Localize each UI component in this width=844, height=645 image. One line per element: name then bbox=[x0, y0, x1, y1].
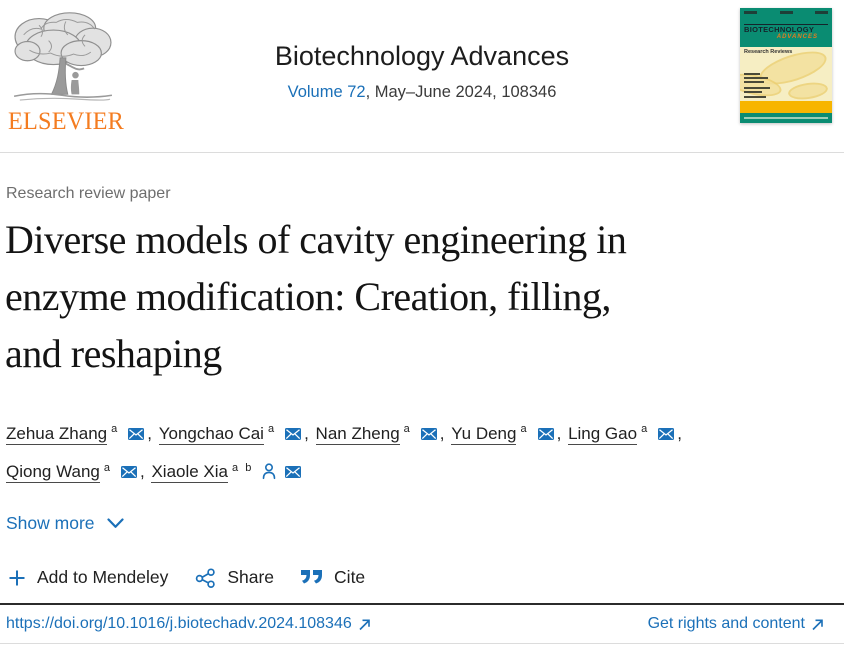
add-to-mendeley-button[interactable]: Add to Mendeley bbox=[8, 567, 168, 588]
volume-link[interactable]: Volume 72 bbox=[287, 82, 366, 101]
author-link[interactable]: Xiaole Xia bbox=[151, 462, 229, 484]
author-qiong-wang: Qiong Wang a bbox=[6, 461, 137, 484]
journal-cover-thumbnail[interactable]: BIOTECHNOLOGY ADVANCES Research Reviews bbox=[740, 8, 832, 123]
email-icon[interactable] bbox=[285, 427, 302, 440]
share-icon bbox=[196, 568, 216, 588]
affiliation-superscript: a bbox=[111, 423, 120, 435]
issue-info: , May–June 2024, 108346 bbox=[365, 82, 557, 101]
share-label: Share bbox=[227, 567, 275, 588]
author-link[interactable]: Nan Zheng bbox=[315, 423, 400, 445]
affiliation-superscript: a bbox=[641, 423, 650, 435]
affiliation-superscript: a bbox=[103, 461, 112, 474]
doi-section-divider bbox=[0, 603, 844, 606]
corresponding-author-icon bbox=[263, 463, 276, 480]
share-button[interactable]: Share bbox=[195, 567, 274, 588]
external-link-icon bbox=[812, 619, 823, 630]
author-separator: , bbox=[439, 423, 450, 443]
article-head: Research review paper Diverse models of … bbox=[0, 185, 844, 588]
cite-label: Cite bbox=[334, 567, 366, 588]
cover-cell-art bbox=[787, 80, 829, 101]
affiliation-superscript: a b bbox=[232, 461, 254, 474]
journal-header: ELSEVIER Biotechnology Advances Volume 7… bbox=[0, 0, 844, 152]
author-separator: , bbox=[304, 423, 314, 443]
author-ling-gao: Ling Gao a bbox=[568, 423, 675, 445]
author-link[interactable]: Ling Gao bbox=[568, 423, 638, 445]
quote-icon bbox=[301, 570, 323, 584]
author-yu-deng: Yu Deng a bbox=[451, 423, 554, 445]
external-link-icon bbox=[359, 619, 370, 630]
cover-microtext bbox=[744, 11, 828, 14]
author-zehua-zhang: Zehua Zhang a bbox=[6, 423, 145, 445]
elsevier-logo[interactable]: ELSEVIER bbox=[8, 8, 125, 135]
cover-footer-band bbox=[740, 113, 832, 123]
cover-journal-name-2: ADVANCES bbox=[776, 34, 818, 41]
journal-title-link[interactable]: Biotechnology Advances bbox=[274, 41, 570, 71]
bottom-divider bbox=[0, 643, 844, 645]
author-link[interactable]: Qiong Wang bbox=[6, 462, 100, 484]
show-more-button[interactable]: Show more bbox=[6, 513, 124, 534]
plus-icon bbox=[9, 570, 25, 586]
author-separator: , bbox=[556, 423, 567, 443]
doi-link[interactable]: https://doi.org/10.1016/j.biotechadv.202… bbox=[6, 615, 371, 633]
action-toolbar: Add to Mendeley Share Cite bbox=[8, 567, 844, 588]
author-separator: , bbox=[140, 462, 150, 482]
author-yongchao-cai: Yongchao Cai a bbox=[158, 423, 302, 445]
doi-row: https://doi.org/10.1016/j.biotechadv.202… bbox=[0, 605, 844, 643]
email-icon[interactable] bbox=[537, 427, 554, 440]
author-link[interactable]: Yu Deng bbox=[451, 423, 517, 445]
author-separator: , bbox=[147, 423, 157, 443]
affiliation-superscript: a bbox=[520, 423, 529, 435]
author-list: Zehua Zhang a, Yongchao Cai a, Nan Zheng a,… bbox=[6, 412, 818, 489]
affiliation-superscript: a bbox=[267, 423, 277, 435]
volume-issue-line: Volume 72, May–June 2024, 108346 bbox=[112, 83, 732, 102]
chevron-down-icon bbox=[106, 518, 124, 529]
article-title: Diverse models of cavity engineering in … bbox=[5, 217, 627, 376]
email-icon[interactable] bbox=[128, 427, 145, 440]
mendeley-label: Add to Mendeley bbox=[37, 567, 169, 588]
author-xiaole-xia: Xiaole Xia a b bbox=[151, 461, 302, 484]
article-type-label: Research review paper bbox=[6, 185, 171, 202]
email-icon[interactable] bbox=[420, 427, 437, 440]
cite-button[interactable]: Cite bbox=[301, 567, 365, 588]
cover-body: Research Reviews bbox=[740, 47, 832, 101]
cover-orange-band bbox=[740, 101, 832, 113]
cover-subtitle: Research Reviews bbox=[744, 49, 793, 55]
author-nan-zheng: Nan Zheng a bbox=[315, 423, 437, 445]
author-link[interactable]: Zehua Zhang bbox=[6, 423, 108, 445]
rights-and-content-link[interactable]: Get rights and content bbox=[648, 615, 824, 633]
email-icon[interactable] bbox=[285, 466, 302, 479]
rights-text: Get rights and content bbox=[647, 615, 805, 633]
header-divider bbox=[0, 152, 844, 153]
cover-journal-name: BIOTECHNOLOGY bbox=[744, 24, 828, 34]
email-icon[interactable] bbox=[658, 427, 675, 440]
affiliation-superscript: a bbox=[403, 423, 412, 435]
doi-text: https://doi.org/10.1016/j.biotechadv.202… bbox=[6, 615, 352, 633]
elsevier-wordmark: ELSEVIER bbox=[8, 108, 125, 135]
show-more-label: Show more bbox=[6, 513, 95, 534]
journal-banner: Biotechnology Advances Volume 72, May–Ju… bbox=[112, 41, 732, 102]
author-separator: , bbox=[677, 423, 682, 443]
cover-header: BIOTECHNOLOGY ADVANCES bbox=[740, 8, 832, 47]
elsevier-tree-icon bbox=[13, 12, 113, 101]
author-link[interactable]: Yongchao Cai bbox=[158, 423, 264, 445]
email-icon[interactable] bbox=[121, 466, 137, 479]
